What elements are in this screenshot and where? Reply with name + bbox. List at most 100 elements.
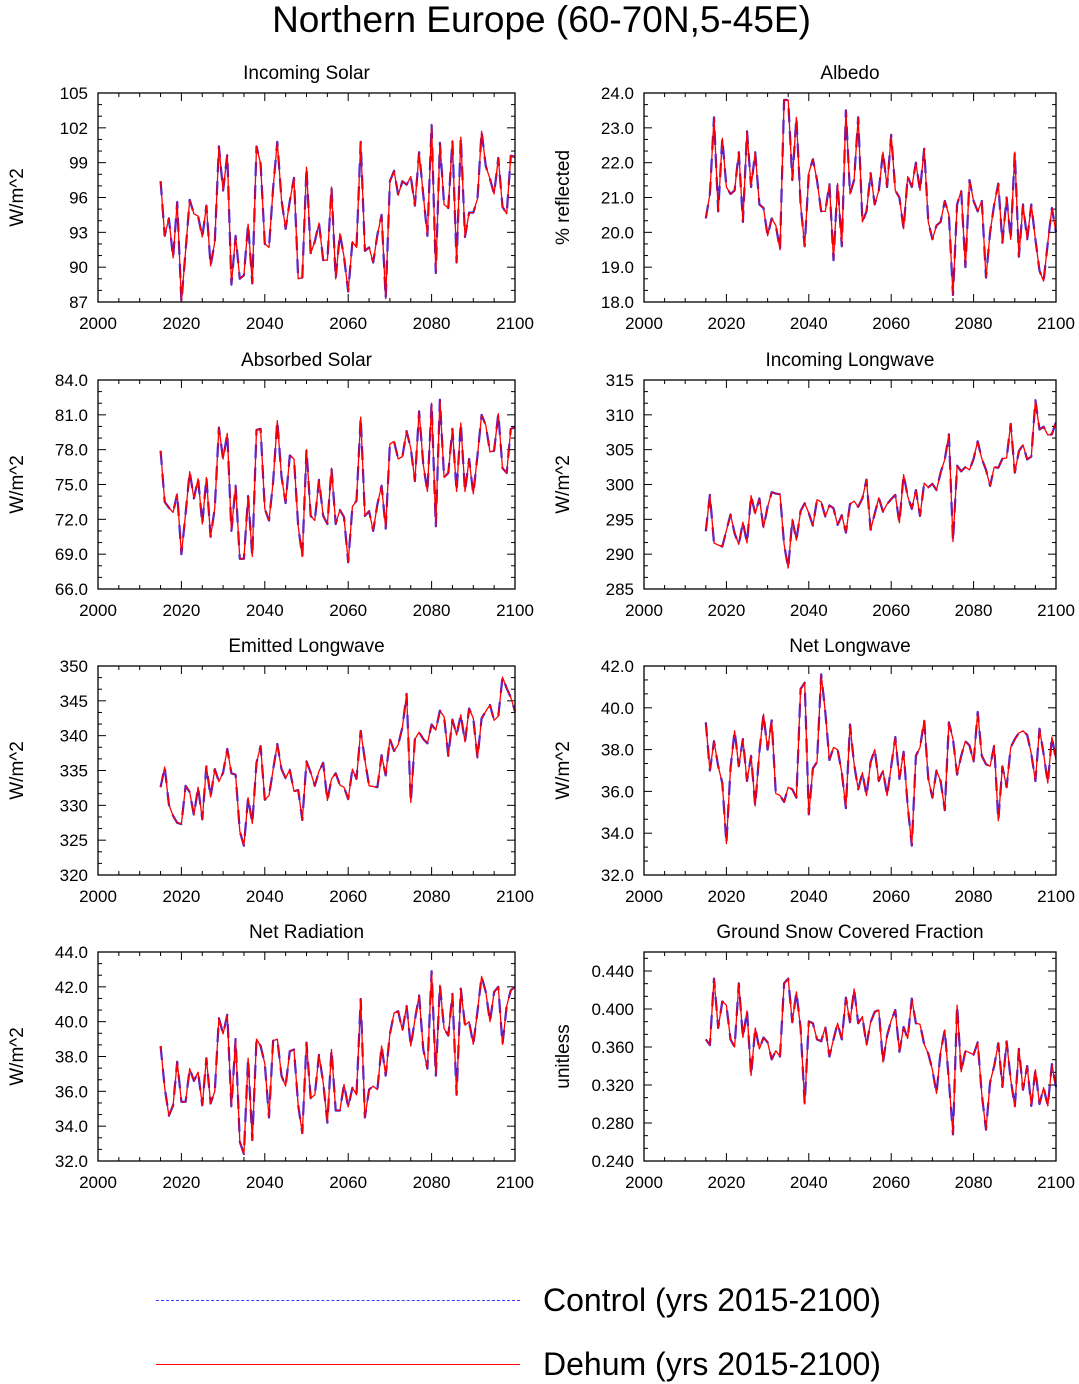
- y-tick-label: 21.0: [601, 189, 634, 208]
- y-tick-label: 24.0: [601, 84, 634, 103]
- x-tick-label: 2080: [955, 314, 993, 333]
- plot-frame: [643, 379, 1057, 590]
- y-axis-label: W/m^2: [7, 168, 28, 227]
- x-tick-label: 2080: [955, 1173, 993, 1192]
- y-tick-label: 310: [606, 406, 634, 425]
- x-tick-label: 2000: [625, 887, 663, 906]
- y-tick-label: 44.0: [55, 943, 88, 962]
- y-tick-label: 335: [60, 762, 88, 781]
- legend-label-control: Control (yrs 2015-2100): [543, 1282, 881, 1318]
- series-line-dehum: [705, 673, 1057, 847]
- y-tick-label: 22.0: [601, 154, 634, 173]
- x-tick-label: 2080: [955, 601, 993, 620]
- x-tick-label: 2080: [413, 887, 451, 906]
- panel-title: Ground Snow Covered Fraction: [716, 922, 983, 943]
- plot-frame: [97, 951, 516, 1162]
- x-tick-label: 2060: [872, 1173, 910, 1192]
- y-tick-label: 315: [606, 371, 634, 390]
- series-line-control: [704, 977, 1058, 1136]
- y-tick-label: 350: [60, 657, 88, 676]
- x-tick-label: 2020: [707, 887, 745, 906]
- y-tick-label: 38.0: [55, 1048, 88, 1067]
- x-tick-label: 2000: [79, 887, 117, 906]
- x-tick-label: 2020: [162, 314, 200, 333]
- series-line-dehum: [705, 99, 1057, 296]
- series-line-dehum: [159, 676, 516, 847]
- y-tick-label: 42.0: [601, 657, 634, 676]
- x-tick-label: 2020: [707, 601, 745, 620]
- plot-frame: [97, 379, 516, 590]
- x-tick-label: 2040: [790, 601, 828, 620]
- panel-title: Incoming Longwave: [766, 350, 935, 371]
- panel-title: Incoming Solar: [243, 63, 370, 84]
- x-tick-label: 2020: [162, 601, 200, 620]
- panel-title: Albedo: [820, 63, 879, 84]
- y-axis-label: W/m^2: [553, 741, 574, 800]
- y-tick-label: 81.0: [55, 406, 88, 425]
- panel-title: Net Radiation: [249, 922, 364, 943]
- y-tick-label: 105: [60, 84, 88, 103]
- x-tick-label: 2020: [162, 887, 200, 906]
- x-tick-label: 2020: [707, 1173, 745, 1192]
- y-tick-label: 72.0: [55, 510, 88, 529]
- y-tick-label: 36.0: [601, 782, 634, 801]
- legend-label-dehum: Dehum (yrs 2015-2100): [543, 1346, 881, 1382]
- y-tick-label: 300: [606, 476, 634, 495]
- y-tick-label: 32.0: [601, 866, 634, 885]
- series-line-dehum: [159, 399, 516, 563]
- x-tick-label: 2040: [790, 887, 828, 906]
- y-tick-label: 320: [60, 866, 88, 885]
- plot-frame: [643, 951, 1057, 1162]
- y-tick-label: 93: [69, 223, 88, 242]
- y-tick-label: 0.280: [591, 1114, 634, 1133]
- y-tick-label: 19.0: [601, 258, 634, 277]
- x-tick-label: 2040: [246, 1173, 284, 1192]
- x-tick-label: 2020: [162, 1173, 200, 1192]
- x-tick-label: 2060: [872, 887, 910, 906]
- figure-title: Northern Europe (60-70N,5-45E): [272, 0, 811, 40]
- x-tick-label: 2020: [707, 314, 745, 333]
- y-tick-label: 75.0: [55, 476, 88, 495]
- y-tick-label: 38.0: [601, 741, 634, 760]
- y-axis-label: % reflected: [553, 150, 574, 245]
- x-tick-label: 2000: [625, 314, 663, 333]
- y-tick-label: 32.0: [55, 1152, 88, 1171]
- y-tick-label: 295: [606, 510, 634, 529]
- series-line-dehum: [705, 977, 1057, 1136]
- x-tick-label: 2100: [496, 1173, 534, 1192]
- y-tick-label: 0.240: [591, 1152, 634, 1171]
- y-tick-label: 34.0: [601, 824, 634, 843]
- x-tick-label: 2100: [496, 887, 534, 906]
- y-tick-label: 285: [606, 580, 634, 599]
- plot-frame: [97, 92, 516, 303]
- x-tick-label: 2000: [625, 1173, 663, 1192]
- y-tick-label: 0.400: [591, 1000, 634, 1019]
- y-tick-label: 40.0: [55, 1013, 88, 1032]
- x-tick-label: 2000: [625, 601, 663, 620]
- x-tick-label: 2060: [872, 314, 910, 333]
- x-tick-label: 2060: [329, 1173, 367, 1192]
- x-tick-label: 2060: [329, 314, 367, 333]
- y-axis-label: W/m^2: [7, 455, 28, 514]
- y-tick-label: 87: [69, 293, 88, 312]
- y-tick-label: 0.360: [591, 1038, 634, 1057]
- y-axis-label: W/m^2: [7, 741, 28, 800]
- x-tick-label: 2080: [413, 314, 451, 333]
- y-tick-label: 84.0: [55, 371, 88, 390]
- x-tick-label: 2060: [329, 887, 367, 906]
- x-tick-label: 2060: [872, 601, 910, 620]
- y-tick-label: 305: [606, 441, 634, 460]
- x-tick-label: 2100: [496, 601, 534, 620]
- y-axis-label: W/m^2: [553, 455, 574, 514]
- y-tick-label: 102: [60, 119, 88, 138]
- x-tick-label: 2080: [413, 601, 451, 620]
- y-tick-label: 0.320: [591, 1076, 634, 1095]
- y-tick-label: 36.0: [55, 1082, 88, 1101]
- x-tick-label: 2040: [790, 1173, 828, 1192]
- panel-title: Emitted Longwave: [228, 636, 384, 657]
